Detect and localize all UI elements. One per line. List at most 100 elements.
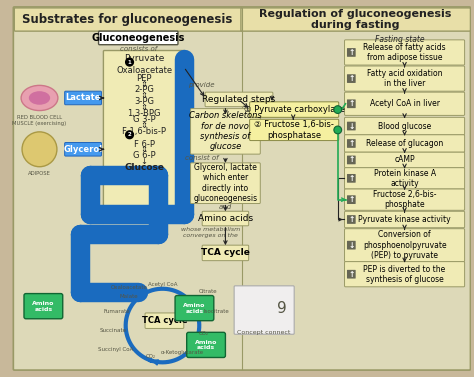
Text: 2-PG: 2-PG <box>134 85 154 94</box>
Text: Glucose: Glucose <box>124 163 164 172</box>
FancyBboxPatch shape <box>64 91 101 105</box>
FancyBboxPatch shape <box>345 168 465 189</box>
FancyBboxPatch shape <box>347 174 356 183</box>
Text: ⇕: ⇕ <box>141 121 147 130</box>
FancyBboxPatch shape <box>13 7 470 370</box>
Circle shape <box>334 126 342 134</box>
FancyBboxPatch shape <box>345 92 465 115</box>
Text: ↑: ↑ <box>348 139 355 148</box>
FancyBboxPatch shape <box>191 109 260 154</box>
Circle shape <box>334 106 342 113</box>
Text: Fructose 2,6-bis-
phosphate: Fructose 2,6-bis- phosphate <box>373 190 437 209</box>
Text: Acetyl CoA: Acetyl CoA <box>148 282 177 287</box>
Text: Pyruvate kinase activity: Pyruvate kinase activity <box>358 215 451 224</box>
Text: consists of: consists of <box>119 46 157 52</box>
Text: F 1,6-bis-P: F 1,6-bis-P <box>122 127 166 136</box>
Text: CO₂: CO₂ <box>146 354 155 359</box>
Text: ↑: ↑ <box>348 270 355 279</box>
FancyBboxPatch shape <box>347 156 356 164</box>
Text: Amino acids: Amino acids <box>198 214 253 223</box>
Text: Acetyl CoA in liver: Acetyl CoA in liver <box>370 99 439 108</box>
Text: Isocitrate: Isocitrate <box>203 308 229 314</box>
Text: Fumarate: Fumarate <box>104 310 130 314</box>
Text: TCA cycle: TCA cycle <box>201 248 250 257</box>
Text: Pyruvate: Pyruvate <box>124 54 164 63</box>
FancyBboxPatch shape <box>347 122 356 130</box>
FancyBboxPatch shape <box>347 241 356 250</box>
Text: ↑: ↑ <box>348 74 355 83</box>
Text: Release of fatty acids
from adipose tissue: Release of fatty acids from adipose tiss… <box>363 43 446 62</box>
Text: ⇕: ⇕ <box>141 91 147 100</box>
Text: 1: 1 <box>128 60 131 64</box>
FancyBboxPatch shape <box>205 92 273 107</box>
Text: Carbon skeletons
for de novo
synthesis of
glucose: Carbon skeletons for de novo synthesis o… <box>189 111 262 152</box>
Text: PEP is diverted to the
synthesis of glucose: PEP is diverted to the synthesis of gluc… <box>364 265 446 284</box>
Text: Protein kinase A
activity: Protein kinase A activity <box>374 169 436 188</box>
Ellipse shape <box>21 85 58 110</box>
FancyBboxPatch shape <box>345 189 465 210</box>
FancyBboxPatch shape <box>345 229 465 262</box>
FancyBboxPatch shape <box>175 296 214 321</box>
Text: Malate: Malate <box>119 294 138 299</box>
Circle shape <box>126 58 133 66</box>
FancyBboxPatch shape <box>347 100 356 108</box>
Text: ② Fructose 1,6-bis-
phosphatase: ② Fructose 1,6-bis- phosphatase <box>254 120 334 139</box>
FancyBboxPatch shape <box>345 135 465 152</box>
Text: ↑: ↑ <box>348 174 355 183</box>
Text: ↑: ↑ <box>348 99 355 108</box>
Text: ↑: ↑ <box>348 155 355 164</box>
Text: ↓: ↓ <box>348 241 355 250</box>
FancyBboxPatch shape <box>24 294 63 319</box>
Text: Oxaloacetate: Oxaloacetate <box>116 66 172 75</box>
FancyBboxPatch shape <box>99 31 178 45</box>
FancyBboxPatch shape <box>145 313 184 328</box>
Text: ↓: ↓ <box>348 121 355 130</box>
Text: PEP: PEP <box>137 74 152 83</box>
Text: ① Pyruvate carboxylase: ① Pyruvate carboxylase <box>244 105 345 114</box>
Text: G 6-P: G 6-P <box>133 151 155 160</box>
Ellipse shape <box>29 91 50 105</box>
FancyBboxPatch shape <box>250 119 339 141</box>
Text: ADIPOSE: ADIPOSE <box>28 171 51 176</box>
Text: and: and <box>219 204 232 210</box>
Text: Lactate: Lactate <box>65 93 101 103</box>
FancyBboxPatch shape <box>14 8 242 31</box>
Circle shape <box>22 132 57 167</box>
Text: Citrate: Citrate <box>198 289 217 294</box>
Text: provide: provide <box>188 82 214 88</box>
FancyBboxPatch shape <box>347 74 356 83</box>
Text: whose metabolism
converges on the: whose metabolism converges on the <box>181 227 240 238</box>
Text: 9: 9 <box>277 301 286 316</box>
Text: Concept connect: Concept connect <box>237 330 291 335</box>
Text: consist of: consist of <box>185 155 219 161</box>
Text: ⇕: ⇕ <box>141 146 147 155</box>
Text: Blood glucose: Blood glucose <box>378 121 431 130</box>
Text: Fasting state: Fasting state <box>375 35 425 44</box>
Text: Succinyl CoA: Succinyl CoA <box>98 347 133 352</box>
Text: TCA cycle: TCA cycle <box>142 316 187 325</box>
Circle shape <box>126 131 133 139</box>
FancyBboxPatch shape <box>202 245 249 261</box>
FancyBboxPatch shape <box>347 48 356 57</box>
Text: Substrates for gluconeogenesis: Substrates for gluconeogenesis <box>22 13 233 26</box>
Text: RED BLOOD CELL
MUSCLE (exercising): RED BLOOD CELL MUSCLE (exercising) <box>12 115 67 126</box>
Text: Fatty acid oxidation
in the liver: Fatty acid oxidation in the liver <box>367 69 442 88</box>
Text: α-Ketoglutarate: α-Ketoglutarate <box>160 350 203 355</box>
FancyBboxPatch shape <box>347 139 356 148</box>
Text: Release of glucagon: Release of glucagon <box>366 139 443 148</box>
FancyBboxPatch shape <box>347 270 356 279</box>
FancyBboxPatch shape <box>347 215 356 224</box>
FancyBboxPatch shape <box>345 262 465 287</box>
FancyBboxPatch shape <box>345 40 465 65</box>
Text: Glycerol: Glycerol <box>64 145 103 154</box>
Text: ↑: ↑ <box>348 48 355 57</box>
Text: Amino
acids: Amino acids <box>195 340 217 350</box>
Text: 2: 2 <box>128 132 131 137</box>
FancyBboxPatch shape <box>64 143 101 156</box>
Text: Glycerol, lactate
which enter
directly into
gluconeogenesis: Glycerol, lactate which enter directly i… <box>193 163 257 203</box>
Text: CO₂: CO₂ <box>198 331 209 336</box>
FancyBboxPatch shape <box>345 152 465 168</box>
FancyBboxPatch shape <box>250 102 339 117</box>
Text: Amino
acids: Amino acids <box>32 301 55 311</box>
FancyBboxPatch shape <box>345 66 465 91</box>
